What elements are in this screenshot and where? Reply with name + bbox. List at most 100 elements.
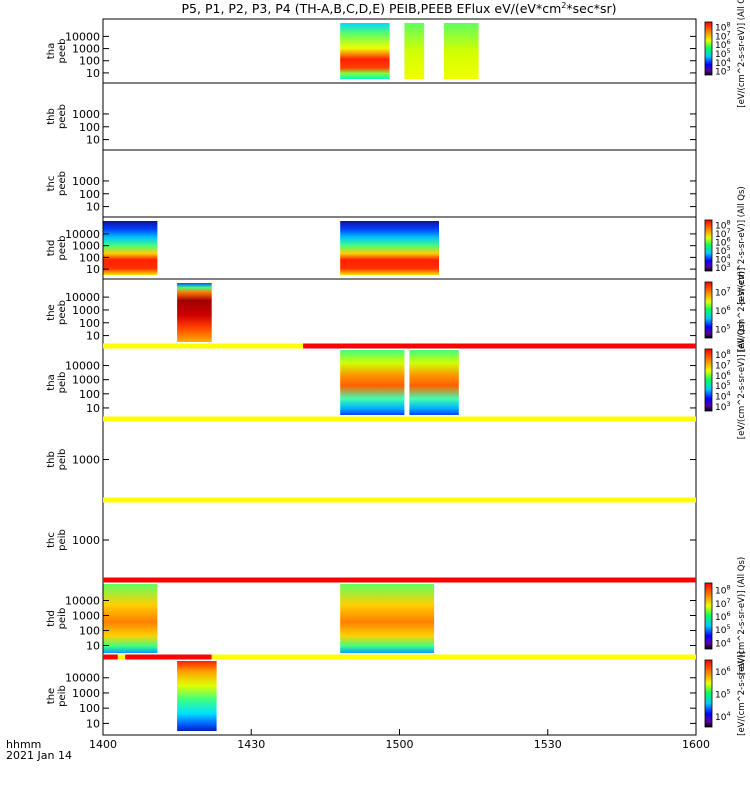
panel-ylabel: thcpeib: [46, 529, 68, 551]
figure-title: P5, P1, P2, P3, P4 (TH-A,B,C,D,E) PEIB,P…: [182, 1, 617, 16]
y-tick-label: 100: [79, 625, 100, 638]
status-bar: [211, 654, 696, 660]
y-tick-label: 10000: [65, 672, 100, 685]
spectrogram-block: [404, 23, 425, 79]
status-bar: [103, 343, 304, 349]
colorbar-scale: [704, 582, 713, 650]
spectrogram-block: [340, 23, 390, 79]
colorbar-scale: [704, 219, 713, 272]
panel-ylabel: thepeib: [46, 685, 68, 707]
spectrogram-block: [103, 221, 158, 275]
y-tick-label: 10000: [65, 291, 100, 304]
panels: 10100100010000thapeeb108107106105104103[…: [46, 0, 747, 736]
panel-frame: [102, 149, 697, 218]
colorbar-unit-label: [eV/(cm^2-s-sr-eV)]: [737, 268, 747, 353]
y-tick-label: 10000: [65, 228, 100, 241]
spectrogram-block: [177, 661, 217, 731]
colorbar-label: 105: [715, 623, 731, 636]
panel-thc-peib: 1000 thcpeib: [46, 499, 697, 581]
y-tick-label: 1000: [72, 610, 100, 623]
colorbar-unit-label: [eV/(cm^2-s-sr-eV)] (All Qs): [737, 557, 747, 675]
status-bar: [103, 654, 118, 660]
panel-ylabel: thdpeeb: [46, 236, 68, 261]
colorbar-label: 104: [715, 636, 731, 649]
y-tick-label: 1000: [72, 454, 100, 467]
colorbar-label: 107: [715, 597, 731, 610]
y-tick-label: 1000: [72, 534, 100, 547]
panel-ylabel: thbpeeb: [46, 104, 68, 129]
x-tick-label: 1530: [534, 738, 562, 751]
spectrogram-block: [340, 350, 405, 415]
panel-ylabel: thdpeib: [46, 608, 68, 630]
colorbar-scale: [704, 281, 713, 339]
y-tick-label: 10000: [65, 30, 100, 43]
y-tick-label: 10: [86, 330, 100, 343]
y-tick-label: 100: [79, 388, 100, 401]
status-bar: [125, 654, 212, 660]
y-tick-label: 1000: [72, 43, 100, 56]
colorbar-unit-label: [eV/(cm^2-s-sr-eV)] (All Qs): [737, 0, 747, 108]
y-tick-label: 10: [86, 201, 100, 214]
panel-frame: [102, 18, 697, 84]
x-tick-label: 1430: [237, 738, 265, 751]
y-tick-label: 1000: [72, 240, 100, 253]
panel-ylabel: thbpeib: [46, 449, 68, 471]
panel-frame: [102, 499, 697, 581]
panel-thb-peib: 1000 thbpeib: [46, 418, 697, 501]
status-bar: [103, 416, 696, 422]
colorbar-label: 105: [715, 323, 731, 336]
colorbar: 106 105 104 [eV/(cm^2-s-sr-eV)]: [704, 651, 747, 736]
colorbar-label: 106: [715, 610, 731, 623]
colorbar-unit-label: [eV/(cm^2-s-sr-eV)] (All Qs): [737, 321, 747, 439]
colorbar-label: 108: [715, 584, 731, 597]
colorbar-unit-label: [eV/(cm^2-s-sr-eV)]: [737, 651, 747, 736]
panel-tha-peib: 10100100010000thapeib108107106105104103[…: [46, 321, 747, 439]
colorbar-label: 107: [715, 285, 731, 298]
colorbar-scale: [704, 659, 713, 728]
spectrogram-block: [340, 221, 439, 275]
status-bar: [303, 343, 696, 349]
y-tick-label: 100: [79, 702, 100, 715]
colorbar-unit-label: [eV/(cm^2-s-sr-eV)] (All Qs): [737, 186, 747, 304]
spectrogram-block: [103, 584, 158, 653]
colorbar-label: 106: [715, 665, 731, 678]
panel-ylabel: thapeib: [46, 372, 68, 394]
x-tick-label: 1500: [386, 738, 414, 751]
status-bar: [117, 654, 126, 660]
panel-ylabel: thcpeeb: [46, 171, 68, 196]
y-tick-label: 10: [86, 717, 100, 730]
y-tick-label: 10: [86, 402, 100, 415]
y-tick-label: 100: [79, 121, 100, 134]
x-tick-label: 1600: [682, 738, 710, 751]
colorbar-label: 106: [715, 304, 731, 317]
y-tick-label: 100: [79, 55, 100, 68]
status-bar: [103, 497, 696, 503]
x-axis-label-hhmm: hhmm: [6, 738, 41, 751]
y-tick-label: 100: [79, 317, 100, 330]
spectrogram-block: [409, 350, 459, 415]
panel-ylabel: thapeeb: [46, 39, 68, 64]
colorbar-scale: [704, 348, 713, 412]
y-tick-label: 1000: [72, 175, 100, 188]
y-tick-label: 1000: [72, 304, 100, 317]
y-tick-label: 1000: [72, 108, 100, 121]
panel-ylabel: thepeeb: [46, 300, 68, 325]
colorbar-label: 105: [715, 688, 731, 701]
y-tick-label: 100: [79, 188, 100, 201]
spectrogram-block: [177, 283, 212, 342]
spectrogram-block: [340, 584, 435, 653]
panel-thd-peeb: 10100100010000thdpeeb108107106105104103[…: [46, 186, 747, 304]
y-tick-label: 1000: [72, 374, 100, 387]
y-tick-label: 1000: [72, 687, 100, 700]
y-tick-label: 100: [79, 251, 100, 264]
x-tick-label: 1400: [89, 738, 117, 751]
colorbar-label: 104: [715, 710, 731, 723]
colorbar-scale: [704, 21, 713, 76]
